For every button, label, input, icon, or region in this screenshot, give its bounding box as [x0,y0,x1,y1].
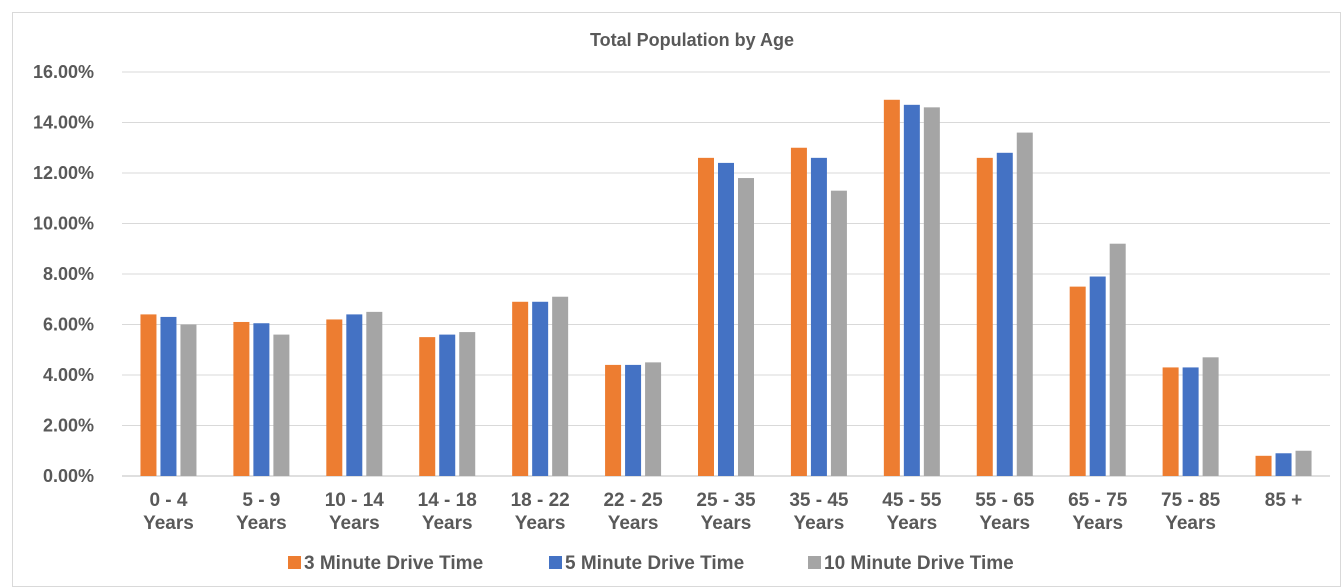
bar-5-minute-drive-time [1275,453,1292,476]
x-category-label: Years [794,513,845,534]
legend-label: 3 Minute Drive Time [304,553,483,574]
x-category-label: 85 + [1265,490,1303,511]
bar-10-minute-drive-time [273,334,290,476]
bar-10-minute-drive-time [552,296,569,476]
legend-swatch [549,556,562,569]
x-category-label: Years [886,513,937,534]
bar-10-minute-drive-time [459,332,476,476]
y-axis-ticks: 0.00% 2.00% 4.00% 6.00% 8.00% 10.00% 12.00% 14.… [33,62,94,486]
x-category-label: 75 - 85 [1161,490,1221,511]
y-tick-label: 10.00% [33,214,94,234]
bar-5-minute-drive-time [160,316,177,476]
bar-5-minute-drive-time [253,323,270,476]
bar-5-minute-drive-time [532,301,549,476]
bar-3-minute-drive-time [976,157,993,476]
bar-3-minute-drive-time [605,364,622,476]
bar-3-minute-drive-time [790,147,807,476]
bar-10-minute-drive-time [1295,450,1312,476]
bar-10-minute-drive-time [366,311,383,476]
y-tick-label: 8.00% [43,264,94,284]
legend-swatch [288,556,301,569]
x-category-label: Years [515,513,566,534]
y-tick-label: 4.00% [43,365,94,385]
legend-label: 5 Minute Drive Time [565,553,744,574]
legend-swatch [808,556,821,569]
x-category-label: 10 - 14 [325,490,385,511]
y-tick-label: 14.00% [33,113,94,133]
bar-5-minute-drive-time [439,334,456,476]
bar-10-minute-drive-time [1109,243,1126,476]
bar-5-minute-drive-time [903,104,920,476]
x-category-label: Years [1165,513,1216,534]
bar-5-minute-drive-time [718,162,734,476]
x-category-label: 35 - 45 [789,490,849,511]
x-category-label: Years [329,513,380,534]
x-category-label: Years [608,513,659,534]
bar-10-minute-drive-time [180,324,197,476]
y-tick-label: 6.00% [43,315,94,335]
bar-5-minute-drive-time [1182,367,1199,476]
x-category-label: 65 - 75 [1068,490,1128,511]
legend: 3 Minute Drive Time 5 Minute Drive Time 10… [288,553,1014,574]
bar-3-minute-drive-time [233,321,250,476]
x-category-label: 22 - 25 [603,490,663,511]
y-tick-label: 2.00% [43,416,94,436]
bar-10-minute-drive-time [1016,132,1033,476]
chart-title: Total Population by Age [590,30,794,50]
bar-3-minute-drive-time [419,337,436,476]
y-tick-label: 0.00% [43,466,94,486]
x-category-label: 0 - 4 [149,490,187,511]
x-category-label: Years [701,513,752,534]
bar-5-minute-drive-time [996,152,1013,477]
bar-10-minute-drive-time [830,190,847,477]
bar-3-minute-drive-time [140,314,157,476]
bar-3-minute-drive-time [698,157,714,476]
x-category-label: 25 - 35 [696,490,756,511]
bar-5-minute-drive-time [625,364,642,476]
bar-3-minute-drive-time [1255,455,1272,476]
bar-3-minute-drive-time [1069,286,1086,476]
x-category-label: Years [143,513,194,534]
bar-10-minute-drive-time [738,178,754,477]
bar-10-minute-drive-time [923,107,940,476]
bar-3-minute-drive-time [326,319,343,476]
legend-label: 10 Minute Drive Time [824,553,1014,574]
bar-5-minute-drive-time [346,314,363,476]
bars [140,99,1312,477]
bar-3-minute-drive-time [1162,367,1179,476]
x-category-label: Years [979,513,1030,534]
x-category-label: Years [236,513,287,534]
x-category-label: 45 - 55 [882,490,942,511]
y-tick-label: 12.00% [33,163,94,183]
bar-5-minute-drive-time [810,157,827,476]
x-category-label: 5 - 9 [242,490,280,511]
x-category-label: Years [1072,513,1123,534]
x-category-label: Years [422,513,473,534]
bar-10-minute-drive-time [1202,357,1219,476]
bar-10-minute-drive-time [645,362,662,476]
y-tick-label: 16.00% [33,62,94,82]
x-category-label: 14 - 18 [418,490,477,511]
x-category-label: 18 - 22 [511,490,570,511]
x-category-label: 55 - 65 [975,490,1035,511]
bar-3-minute-drive-time [883,99,900,477]
bar-5-minute-drive-time [1089,276,1106,476]
bar-3-minute-drive-time [512,301,529,476]
